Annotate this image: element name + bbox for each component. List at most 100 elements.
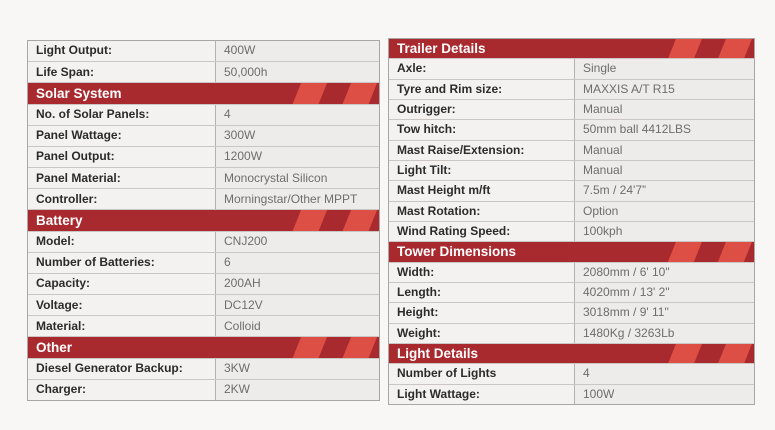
spec-row-life-span: Life Span: 50,000h — [28, 61, 379, 83]
spec-label: Tyre and Rim size: — [389, 79, 575, 99]
spec-row-tyre-and-rim-size: Tyre and Rim size: MAXXIS A/T R15 — [389, 78, 754, 99]
spec-value: 7.5m / 24'7” — [575, 181, 754, 201]
spec-row-light-wattage: Light Wattage: 100W — [389, 383, 754, 404]
spec-row-number-of-lights: Number of Lights 4 — [389, 363, 754, 384]
section-header-light-details: Light Details — [389, 342, 754, 364]
spec-value: 3KW — [216, 358, 379, 379]
section-header-label: Battery — [36, 212, 83, 228]
spec-table-left: Light Output: 400W Life Span: 50,000h Solar … — [27, 40, 380, 401]
spec-label: Voltage: — [28, 295, 216, 316]
spec-value: 2KW — [216, 379, 379, 400]
spec-row-number-of-batteries: Number of Batteries: 6 — [28, 251, 379, 273]
spec-row-controller: Controller: Morningstar/Other MPPT — [28, 188, 379, 210]
spec-label: Outrigger: — [389, 99, 575, 120]
spec-label: Mast Raise/Extension: — [389, 140, 575, 160]
section-header-battery: Battery — [28, 209, 379, 231]
section-header-solar-system: Solar System — [28, 82, 379, 104]
stripe-shape — [666, 343, 704, 364]
spec-value: Manual — [575, 160, 754, 181]
diagonal-stripes-decoration — [279, 83, 379, 104]
spec-label: Tow hitch: — [389, 120, 575, 140]
spec-table-right: Trailer Details Axle: Single Tyre and Rim s… — [388, 38, 755, 405]
section-header-label: Light Details — [397, 346, 479, 362]
spec-row-weight: Weight: 1480Kg / 3263Lb — [389, 322, 754, 343]
spec-row-light-output: Light Output: 400W — [28, 41, 379, 62]
section-header-tower-dimensions: Tower Dimensions — [389, 241, 754, 262]
spec-value: Manual — [575, 99, 754, 120]
spec-label: No. of Solar Panels: — [28, 104, 216, 125]
spec-label: Controller: — [28, 189, 216, 210]
stripe-shape — [291, 83, 329, 104]
spec-value: 4 — [216, 104, 379, 125]
spec-label: Panel Material: — [28, 168, 216, 189]
spec-value: 300W — [216, 125, 379, 146]
spec-value: 100kph — [575, 221, 754, 242]
stripe-shape — [666, 242, 704, 262]
spec-row-height: Height: 3018mm / 9' 11" — [389, 302, 754, 323]
section-header-label: Solar System — [36, 85, 122, 101]
spec-label: Model: — [28, 231, 216, 252]
spec-value: 1200W — [216, 146, 379, 168]
spec-row-mast-height-m-ft: Mast Height m/ft 7.5m / 24'7” — [389, 180, 754, 201]
spec-row-material: Material: Colloid — [28, 315, 379, 337]
spec-label: Panel Output: — [28, 146, 216, 168]
spec-label: Width: — [389, 262, 575, 282]
spec-row-width: Width: 2080mm / 6' 10" — [389, 261, 754, 282]
spec-row-no-of-solar-panels: No. of Solar Panels: 4 — [28, 103, 379, 125]
stripe-shape — [291, 210, 329, 231]
spec-row-panel-output: Panel Output: 1200W — [28, 145, 379, 168]
spec-value: 3018mm / 9' 11" — [575, 303, 754, 323]
stripe-shape — [291, 337, 329, 358]
spec-label: Height: — [389, 303, 575, 323]
spec-value: Colloid — [216, 316, 379, 337]
spec-row-panel-material: Panel Material: Monocrystal Silicon — [28, 167, 379, 189]
diagonal-stripes-decoration — [279, 337, 379, 358]
spec-label: Life Span: — [28, 62, 216, 83]
spec-value: Morningstar/Other MPPT — [216, 189, 379, 210]
spec-row-tow-hitch: Tow hitch: 50mm ball 4412LBS — [389, 119, 754, 140]
stripe-shape — [341, 337, 379, 358]
diagonal-stripes-decoration — [654, 343, 754, 364]
spec-value: Monocrystal Silicon — [216, 168, 379, 189]
section-header-label: Other — [36, 339, 73, 355]
spec-label: Diesel Generator Backup: — [28, 358, 216, 379]
spec-value: 100W — [575, 384, 754, 404]
spec-label: Charger: — [28, 379, 216, 400]
spec-value: 50,000h — [216, 62, 379, 83]
stripe-shape — [716, 343, 754, 364]
spec-row-mast-rotation: Mast Rotation: Option — [389, 200, 754, 221]
spec-value: Option — [575, 201, 754, 221]
spec-label: Light Output: — [28, 41, 216, 62]
spec-value: DC12V — [216, 295, 379, 316]
spec-value: 4 — [575, 364, 754, 384]
stripe-shape — [716, 242, 754, 262]
spec-value: CNJ200 — [216, 231, 379, 252]
spec-row-panel-wattage: Panel Wattage: 300W — [28, 124, 379, 146]
spec-row-diesel-generator-backup: Diesel Generator Backup: 3KW — [28, 357, 379, 379]
spec-row-voltage: Voltage: DC12V — [28, 294, 379, 316]
spec-label: Capacity: — [28, 273, 216, 295]
spec-row-outrigger: Outrigger: Manual — [389, 98, 754, 120]
spec-label: Panel Wattage: — [28, 125, 216, 146]
spec-label: Mast Rotation: — [389, 201, 575, 221]
spec-value: MAXXIS A/T R15 — [575, 79, 754, 99]
spec-value: 1480Kg / 3263Lb — [575, 323, 754, 343]
spec-label: Axle: — [389, 59, 575, 79]
spec-label: Light Tilt: — [389, 160, 575, 181]
spec-value: Manual — [575, 140, 754, 160]
section-header-other: Other — [28, 336, 379, 358]
spec-label: Material: — [28, 316, 216, 337]
spec-label: Length: — [389, 282, 575, 303]
spec-row-charger: Charger: 2KW — [28, 378, 379, 400]
spec-value: 6 — [216, 252, 379, 273]
stripe-shape — [666, 39, 704, 59]
spec-row-light-tilt: Light Tilt: Manual — [389, 159, 754, 181]
diagonal-stripes-decoration — [654, 39, 754, 59]
spec-value: 200AH — [216, 273, 379, 295]
spec-row-model: Model: CNJ200 — [28, 230, 379, 252]
spec-label: Light Wattage: — [389, 384, 575, 404]
section-header-label: Trailer Details — [397, 41, 486, 57]
spec-row-axle: Axle: Single — [389, 58, 754, 79]
section-header-trailer-details: Trailer Details — [389, 39, 754, 59]
